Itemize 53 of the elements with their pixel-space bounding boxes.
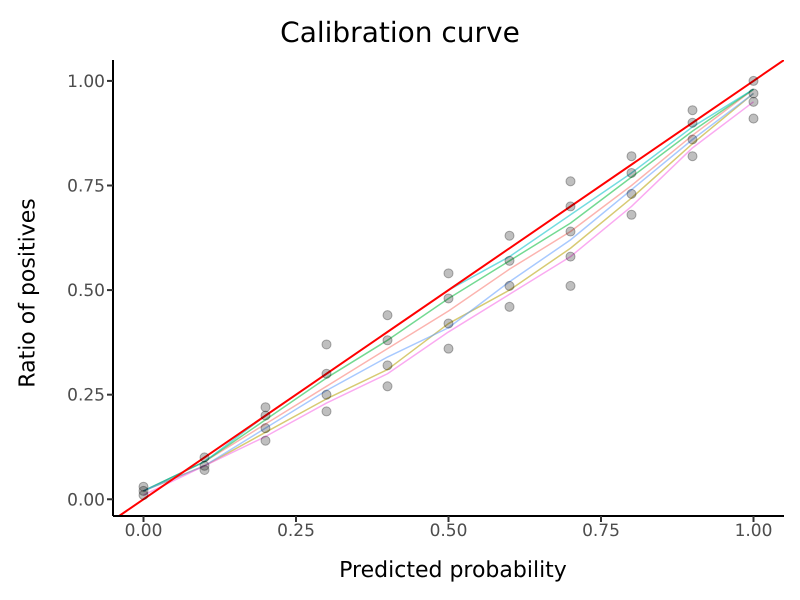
point <box>748 114 759 124</box>
point <box>687 118 698 128</box>
point <box>199 452 210 462</box>
point <box>321 390 332 400</box>
y-tick-label: 0.00 <box>67 490 105 510</box>
point <box>443 293 454 304</box>
point <box>443 268 454 278</box>
point <box>138 482 149 492</box>
point <box>199 460 210 471</box>
point <box>626 151 637 162</box>
point <box>748 76 759 86</box>
point <box>321 339 332 350</box>
y-tick-label: 0.25 <box>67 386 105 406</box>
point <box>565 226 576 237</box>
point <box>687 105 698 116</box>
point <box>626 188 637 199</box>
y-tick-label: 0.50 <box>67 281 105 302</box>
y-axis-title: Ratio of positives <box>16 198 40 388</box>
point <box>443 344 454 354</box>
point <box>443 318 454 329</box>
point <box>260 402 271 412</box>
point <box>626 210 637 220</box>
x-tick-label: 1.00 <box>734 521 772 542</box>
point <box>565 252 576 262</box>
x-tick-label: 0.00 <box>124 521 162 542</box>
point <box>321 368 332 379</box>
y-tick-label: 1.00 <box>67 72 105 92</box>
point <box>504 302 515 312</box>
point <box>687 151 698 162</box>
point <box>565 176 576 186</box>
point <box>748 88 759 98</box>
point <box>626 168 637 178</box>
x-tick-label: 0.50 <box>430 521 468 542</box>
point <box>504 256 515 266</box>
point <box>504 280 515 291</box>
point <box>260 423 271 434</box>
chart-title: Calibration curve <box>279 16 521 49</box>
point <box>321 406 332 416</box>
point <box>260 436 271 446</box>
x-tick-label: 0.25 <box>277 521 315 542</box>
point <box>748 96 759 107</box>
point <box>504 230 515 241</box>
point <box>565 280 576 291</box>
point <box>260 410 271 421</box>
point <box>382 360 393 370</box>
x-axis-title: Predicted probability <box>338 558 568 583</box>
point <box>565 201 576 212</box>
point <box>687 134 698 144</box>
x-tick-label: 0.75 <box>582 521 620 542</box>
point <box>382 335 393 346</box>
point <box>382 310 393 320</box>
y-tick-label: 0.75 <box>67 176 105 197</box>
point <box>382 381 393 392</box>
